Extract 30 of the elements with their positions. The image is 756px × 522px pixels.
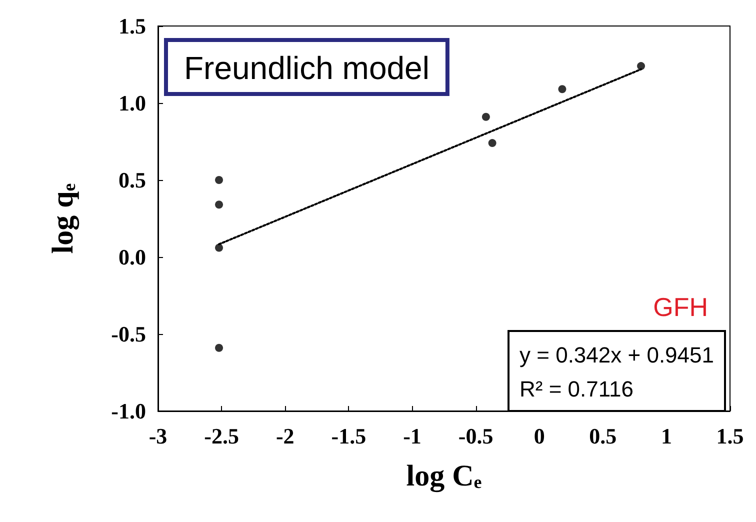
- annotation: y = 0.342x + 0.9451: [520, 342, 714, 368]
- annotation: Freundlich model: [184, 50, 430, 86]
- point: [488, 139, 496, 148]
- x-tick-label: -3: [148, 424, 168, 448]
- x-tick-label: -1.5: [331, 424, 366, 448]
- y-tick-label: 0.0: [118, 244, 146, 270]
- point: [637, 62, 646, 70]
- point: [558, 85, 566, 94]
- y-tick-label: 1.5: [118, 14, 146, 38]
- y-axis-title: log qe: [46, 183, 80, 254]
- x-tick-label: 0: [534, 424, 545, 448]
- x-tick-label: -2: [276, 424, 294, 448]
- point: [215, 244, 224, 252]
- x-tick-label: -1: [403, 424, 422, 448]
- point: [215, 344, 224, 352]
- y-tick-label: -0.5: [111, 322, 146, 346]
- point: [215, 176, 224, 184]
- point: [215, 200, 224, 209]
- y-tick-label: 1.0: [118, 90, 146, 116]
- x-axis-title: log Ce: [406, 460, 482, 492]
- y-tick-label: -1.0: [111, 398, 146, 424]
- x-tick-label: -0.5: [458, 424, 494, 448]
- x-tick-label: -2.5: [204, 424, 239, 448]
- y-tick-label: 0.5: [118, 168, 146, 192]
- x-tick-label: 0.5: [589, 424, 617, 448]
- point: [482, 112, 490, 121]
- annotation: R² = 0.7116: [520, 376, 634, 402]
- x-tick-label: 1.5: [716, 424, 744, 448]
- annotation: GFH: [653, 292, 708, 322]
- x-tick-label: 1: [660, 424, 672, 448]
